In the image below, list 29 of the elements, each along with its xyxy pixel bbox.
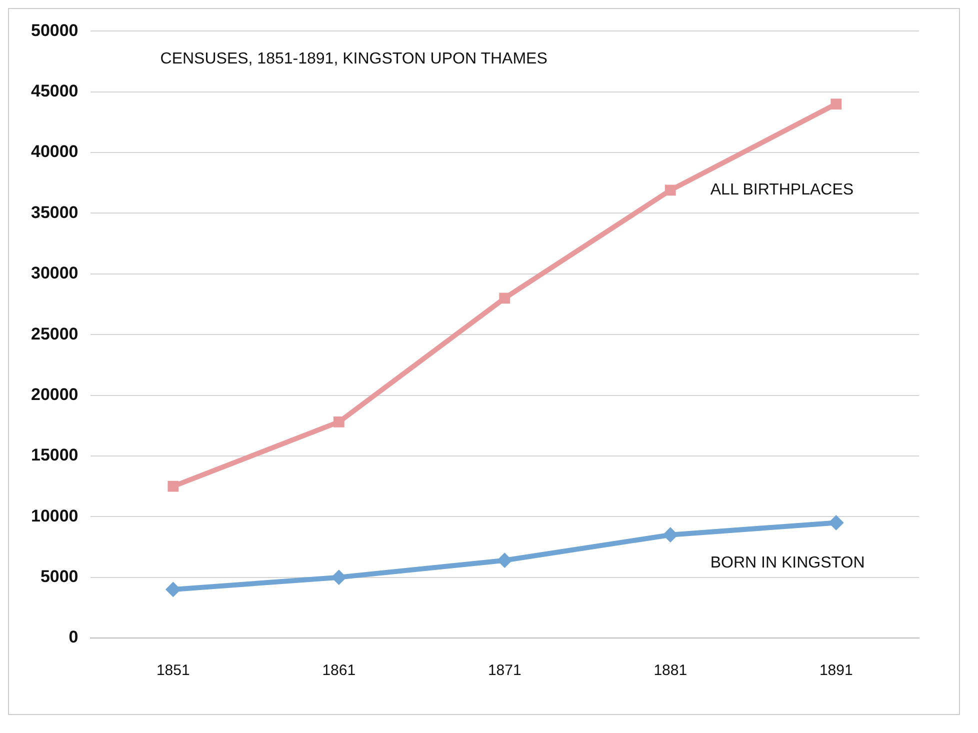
y-tick-label: 35000: [30, 202, 78, 222]
x-tick-label: 1861: [322, 662, 356, 680]
x-tick-label: 1871: [488, 662, 522, 680]
x-tick-label: 1851: [156, 662, 190, 680]
point: [830, 98, 842, 110]
y-tick-label: 50000: [30, 20, 78, 40]
point: [168, 480, 179, 492]
text: CENSUSES, 1851-1891, KINGSTON UPON THAMES: [160, 50, 548, 68]
y-tick-label: 30000: [30, 264, 78, 283]
point: [828, 515, 844, 530]
y-tick-label: 45000: [30, 82, 78, 101]
x-tick-label: 1881: [654, 662, 688, 680]
point: [499, 292, 510, 304]
y-tick-label: 40000: [30, 142, 78, 162]
y-tick-label: 10000: [30, 506, 78, 526]
point: [331, 570, 346, 585]
y-tick-label: 0: [68, 628, 78, 647]
series-label: ALL BIRTHPLACES: [710, 182, 854, 199]
point: [662, 527, 678, 542]
x-tick-label: 1891: [819, 662, 853, 680]
point: [166, 582, 181, 597]
point: [664, 184, 676, 196]
point: [497, 552, 512, 568]
series-label: BORN IN KINGSTON: [710, 554, 865, 572]
point: [333, 416, 344, 428]
y-tick-label: 20000: [30, 384, 78, 404]
y-tick-label: 15000: [30, 446, 78, 465]
y-tick-label: 25000: [30, 324, 78, 344]
y-tick-label: 5000: [40, 567, 78, 586]
